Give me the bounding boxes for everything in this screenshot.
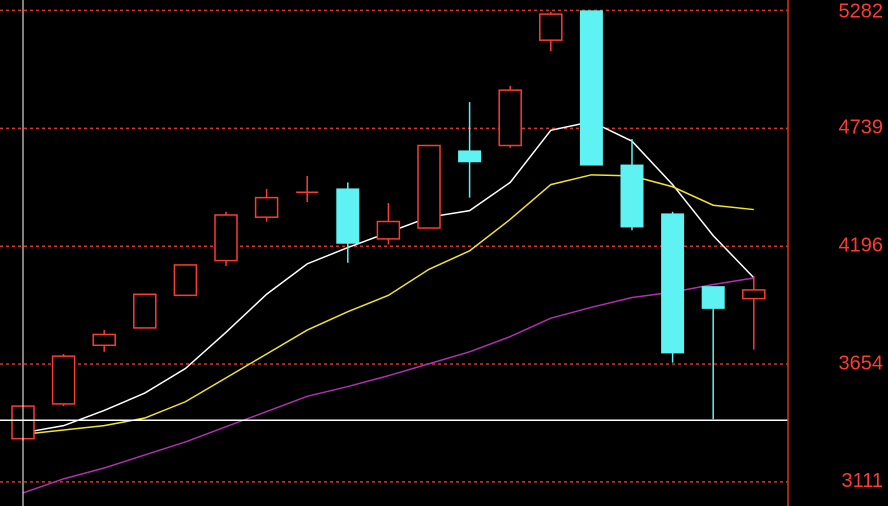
candle-body <box>173 264 198 297</box>
candle <box>620 138 644 231</box>
candle <box>133 293 157 329</box>
candle-body <box>51 355 76 405</box>
candle-body <box>539 13 563 41</box>
candle <box>376 203 401 245</box>
candle-body <box>579 10 603 166</box>
candle <box>254 188 279 222</box>
candle-body <box>701 286 725 309</box>
candle-body <box>133 293 157 329</box>
candle <box>742 275 766 350</box>
candle-body <box>376 220 401 240</box>
candle-body <box>254 196 279 218</box>
candle-body <box>661 213 685 354</box>
grid-lines <box>0 9 788 483</box>
candle <box>92 330 116 352</box>
candle-body <box>417 144 441 229</box>
candle-body <box>92 333 116 347</box>
candle-body <box>336 188 360 244</box>
candle <box>51 353 76 407</box>
price-axis: 3111 3654 4196 4739 5282 <box>787 0 884 506</box>
crosshair <box>0 0 788 506</box>
candle <box>498 85 522 148</box>
y-tick-label: 4196 <box>839 235 884 257</box>
candle-body <box>620 164 644 228</box>
candle <box>417 144 441 229</box>
candle-body <box>498 89 522 147</box>
candle <box>661 211 685 363</box>
candle <box>458 102 482 198</box>
candle <box>336 182 360 263</box>
candle <box>296 175 319 202</box>
candle <box>214 211 238 267</box>
candle-body <box>458 150 482 163</box>
ma-line <box>22 120 755 434</box>
y-tick-label: 5282 <box>839 0 884 22</box>
y-tick-label: 3654 <box>839 352 884 374</box>
candle <box>579 10 603 166</box>
ma-line <box>22 277 754 494</box>
y-tick-label: 4739 <box>839 117 884 139</box>
candle-body <box>214 214 238 262</box>
candle-body <box>742 289 766 300</box>
moving-averages <box>22 120 755 494</box>
candle <box>701 286 725 420</box>
y-tick-label: 3111 <box>841 470 883 492</box>
candle <box>173 264 198 297</box>
candle <box>539 11 563 52</box>
candles <box>11 10 766 441</box>
